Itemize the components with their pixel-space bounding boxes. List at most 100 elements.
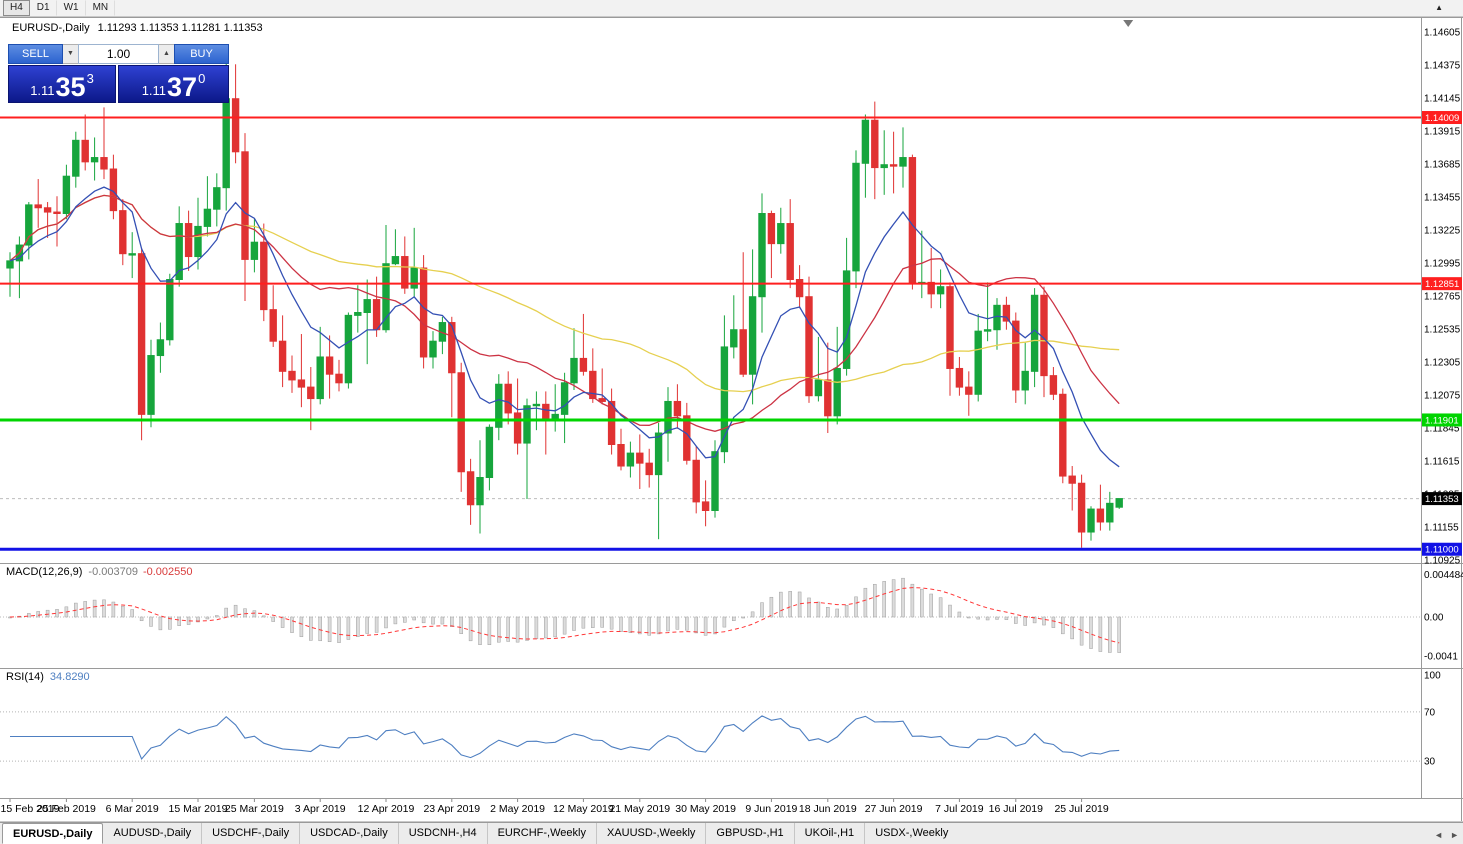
macd-scale-label: 0.004484 bbox=[1424, 570, 1463, 581]
ma-slow-line bbox=[9, 194, 1120, 393]
sell-price-base: 1.11 bbox=[30, 83, 55, 99]
date-tick-label: 27 Jun 2019 bbox=[865, 803, 923, 815]
price-tick-label: 1.11155 bbox=[1424, 523, 1459, 534]
price-scale[interactable]: 1.14605 1.14375 1.14145 1.13915 1.13685 1.134… bbox=[1422, 28, 1462, 567]
macd-main-value: -0.003709 bbox=[88, 566, 138, 578]
chart-tab-usdx-weekly[interactable]: USDX-,Weekly bbox=[864, 823, 958, 844]
sell-button[interactable]: SELL bbox=[8, 44, 63, 64]
chart-tab-gbpusd-h1[interactable]: GBPUSD-,H1 bbox=[705, 823, 793, 844]
price-tick-label: 1.13685 bbox=[1424, 160, 1461, 171]
date-tick-label: 30 May 2019 bbox=[675, 803, 736, 815]
tab-scroll-right-icon[interactable]: ► bbox=[1450, 830, 1459, 840]
date-tick-label: 18 Jun 2019 bbox=[799, 803, 857, 815]
macd-signal-value: -0.002550 bbox=[142, 566, 193, 578]
timeframe-toolbar: H4 D1 W1 MN ▲ bbox=[0, 0, 1463, 17]
date-tick-label: 12 May 2019 bbox=[553, 803, 614, 815]
buy-price-base: 1.11 bbox=[141, 83, 167, 99]
chart-tab-usdcad-daily[interactable]: USDCAD-,Daily bbox=[299, 823, 398, 844]
date-tick-label: 25 Mar 2019 bbox=[225, 803, 284, 815]
date-tick-label: 9 Jun 2019 bbox=[745, 803, 797, 815]
price-tick-label: 1.10925 bbox=[1424, 556, 1461, 567]
chart-window: 1.14605 1.14375 1.14145 1.13915 1.13685 1.134… bbox=[0, 17, 1463, 822]
date-tick-label: 3 Apr 2019 bbox=[295, 803, 346, 815]
buy-price-pips: 37 bbox=[167, 71, 198, 102]
rsi-line bbox=[10, 715, 1120, 761]
price-tick-label: 1.11845 bbox=[1424, 424, 1460, 435]
bid-price-badge-label: 1.11353 bbox=[1425, 494, 1459, 505]
chart-canvas[interactable]: 1.14605 1.14375 1.14145 1.13915 1.13685 1.134… bbox=[0, 17, 1463, 822]
candles bbox=[6, 49, 1123, 548]
level-price-badge bbox=[1422, 277, 1462, 291]
chart-tab-audusd-daily[interactable]: AUDUSD-,Daily bbox=[113, 827, 192, 839]
sell-price-pips: 35 bbox=[55, 71, 86, 102]
price-tick-label: 1.13455 bbox=[1424, 193, 1461, 204]
date-tick-label: 15 Feb 2019 bbox=[1, 803, 60, 815]
buy-button[interactable]: BUY bbox=[174, 44, 229, 64]
chart-symbol-period: EURUSD-,Daily bbox=[12, 22, 90, 34]
chart-shift-marker-icon[interactable] bbox=[1123, 20, 1134, 27]
chart-title: EURUSD-,Daily 1.11293 1.11353 1.11281 1.1… bbox=[12, 22, 263, 34]
toolbar-collapse-icon[interactable]: ▲ bbox=[1435, 3, 1443, 12]
chart-tab-usdchf-daily[interactable]: USDCHF-,Daily bbox=[201, 823, 299, 844]
rsi-scale-label: 30 bbox=[1424, 757, 1436, 768]
date-tick-label: 25 Jul 2019 bbox=[1054, 803, 1108, 815]
macd-signal-line bbox=[9, 587, 1120, 644]
tab-scroll-left-icon[interactable]: ◄ bbox=[1434, 830, 1444, 840]
level-price-badge-label: 1.12851 bbox=[1425, 279, 1459, 290]
main-price-pane bbox=[0, 20, 1421, 551]
rsi-value: 34.8290 bbox=[49, 671, 90, 683]
level-price-badge bbox=[1422, 542, 1462, 556]
date-tick-label: 6 Mar 2019 bbox=[106, 803, 159, 815]
volume-input[interactable] bbox=[78, 44, 159, 64]
sell-price-point: 3 bbox=[86, 71, 94, 86]
one-click-trading-widget: SELL ▼ ▲ BUY 1.11 35 3 1.11 37 0 bbox=[8, 44, 229, 103]
chart-tab-eurusd-daily[interactable]: EURUSD-,Daily bbox=[2, 823, 104, 844]
rsi-scale-label: 70 bbox=[1424, 707, 1436, 718]
chart-tab-usdcnh-h4[interactable]: USDCNH-,H4 bbox=[397, 823, 487, 844]
bid-price-badge bbox=[1422, 492, 1462, 506]
level-price-badge-label: 1.11000 bbox=[1425, 545, 1459, 556]
date-tick-label: 23 Apr 2019 bbox=[423, 803, 480, 815]
chart-tabs: EURUSD-,Daily AUDUSD-,Daily USDCHF-,Daily U… bbox=[2, 823, 958, 844]
buy-price-panel[interactable]: 1.11 37 0 bbox=[118, 65, 229, 103]
price-tick-label: 1.14375 bbox=[1424, 61, 1461, 72]
chart-tab-xauusd-weekly[interactable]: XAUUSD-,Weekly bbox=[595, 823, 705, 844]
chart-ohlc-values: 1.11293 1.11353 1.11281 1.11353 bbox=[97, 22, 263, 34]
date-tick-label: 21 May 2019 bbox=[609, 803, 670, 815]
date-tick-label: 16 Jul 2019 bbox=[989, 803, 1043, 815]
price-tick-label: 1.12535 bbox=[1424, 325, 1461, 336]
trade-prices-row: 1.11 35 3 1.11 37 0 bbox=[8, 65, 229, 103]
tab-scroll-arrows: ◄ ► bbox=[1434, 830, 1459, 840]
rsi-indicator-label: RSI(14) 34.8290 bbox=[6, 671, 90, 683]
horizontal-level-lines[interactable] bbox=[0, 116, 1421, 551]
date-tick-label: 25 Feb 2019 bbox=[37, 803, 96, 815]
timeframe-button-d1[interactable]: D1 bbox=[30, 0, 57, 16]
date-tick-label: 12 Apr 2019 bbox=[358, 803, 415, 815]
price-tick-label: 1.14605 bbox=[1424, 28, 1461, 39]
price-tick-label: 1.13915 bbox=[1424, 127, 1461, 138]
trade-buttons-row: SELL ▼ ▲ BUY bbox=[8, 44, 229, 64]
chart-tab-bar: EURUSD-,Daily AUDUSD-,Daily USDCHF-,Daily U… bbox=[0, 822, 1463, 844]
volume-increase-icon[interactable]: ▲ bbox=[159, 44, 174, 64]
chart-tab-ukoil-h1[interactable]: UKOil-,H1 bbox=[793, 823, 865, 844]
macd-name: MACD(12,26,9) bbox=[6, 566, 83, 578]
date-tick-label: 2 May 2019 bbox=[490, 803, 545, 815]
timeframe-button-w1[interactable]: W1 bbox=[57, 0, 86, 16]
macd-pane: 0.004484 0.00 -0.0041 bbox=[0, 570, 1463, 662]
chart-tab-eurchf-weekly[interactable]: EURCHF-,Weekly bbox=[486, 823, 596, 844]
level-price-badge-label: 1.11901 bbox=[1425, 415, 1459, 426]
price-tick-label: 1.12075 bbox=[1424, 391, 1461, 402]
price-tick-label: 1.12305 bbox=[1424, 358, 1461, 369]
macd-scale-label: -0.0041 bbox=[1424, 651, 1458, 662]
rsi-scale-label: 100 bbox=[1424, 671, 1441, 682]
sell-price-panel[interactable]: 1.11 35 3 bbox=[8, 65, 116, 103]
price-tick-label: 1.14145 bbox=[1424, 94, 1461, 105]
ma-mid-line bbox=[9, 194, 1120, 432]
timeframe-button-mn[interactable]: MN bbox=[86, 0, 116, 16]
rsi-name: RSI(14) bbox=[6, 671, 44, 683]
timeframe-button-h4[interactable]: H4 bbox=[3, 0, 30, 16]
level-price-badge bbox=[1422, 111, 1462, 125]
volume-decrease-icon[interactable]: ▼ bbox=[63, 44, 78, 64]
price-tick-label: 1.12765 bbox=[1424, 292, 1461, 303]
